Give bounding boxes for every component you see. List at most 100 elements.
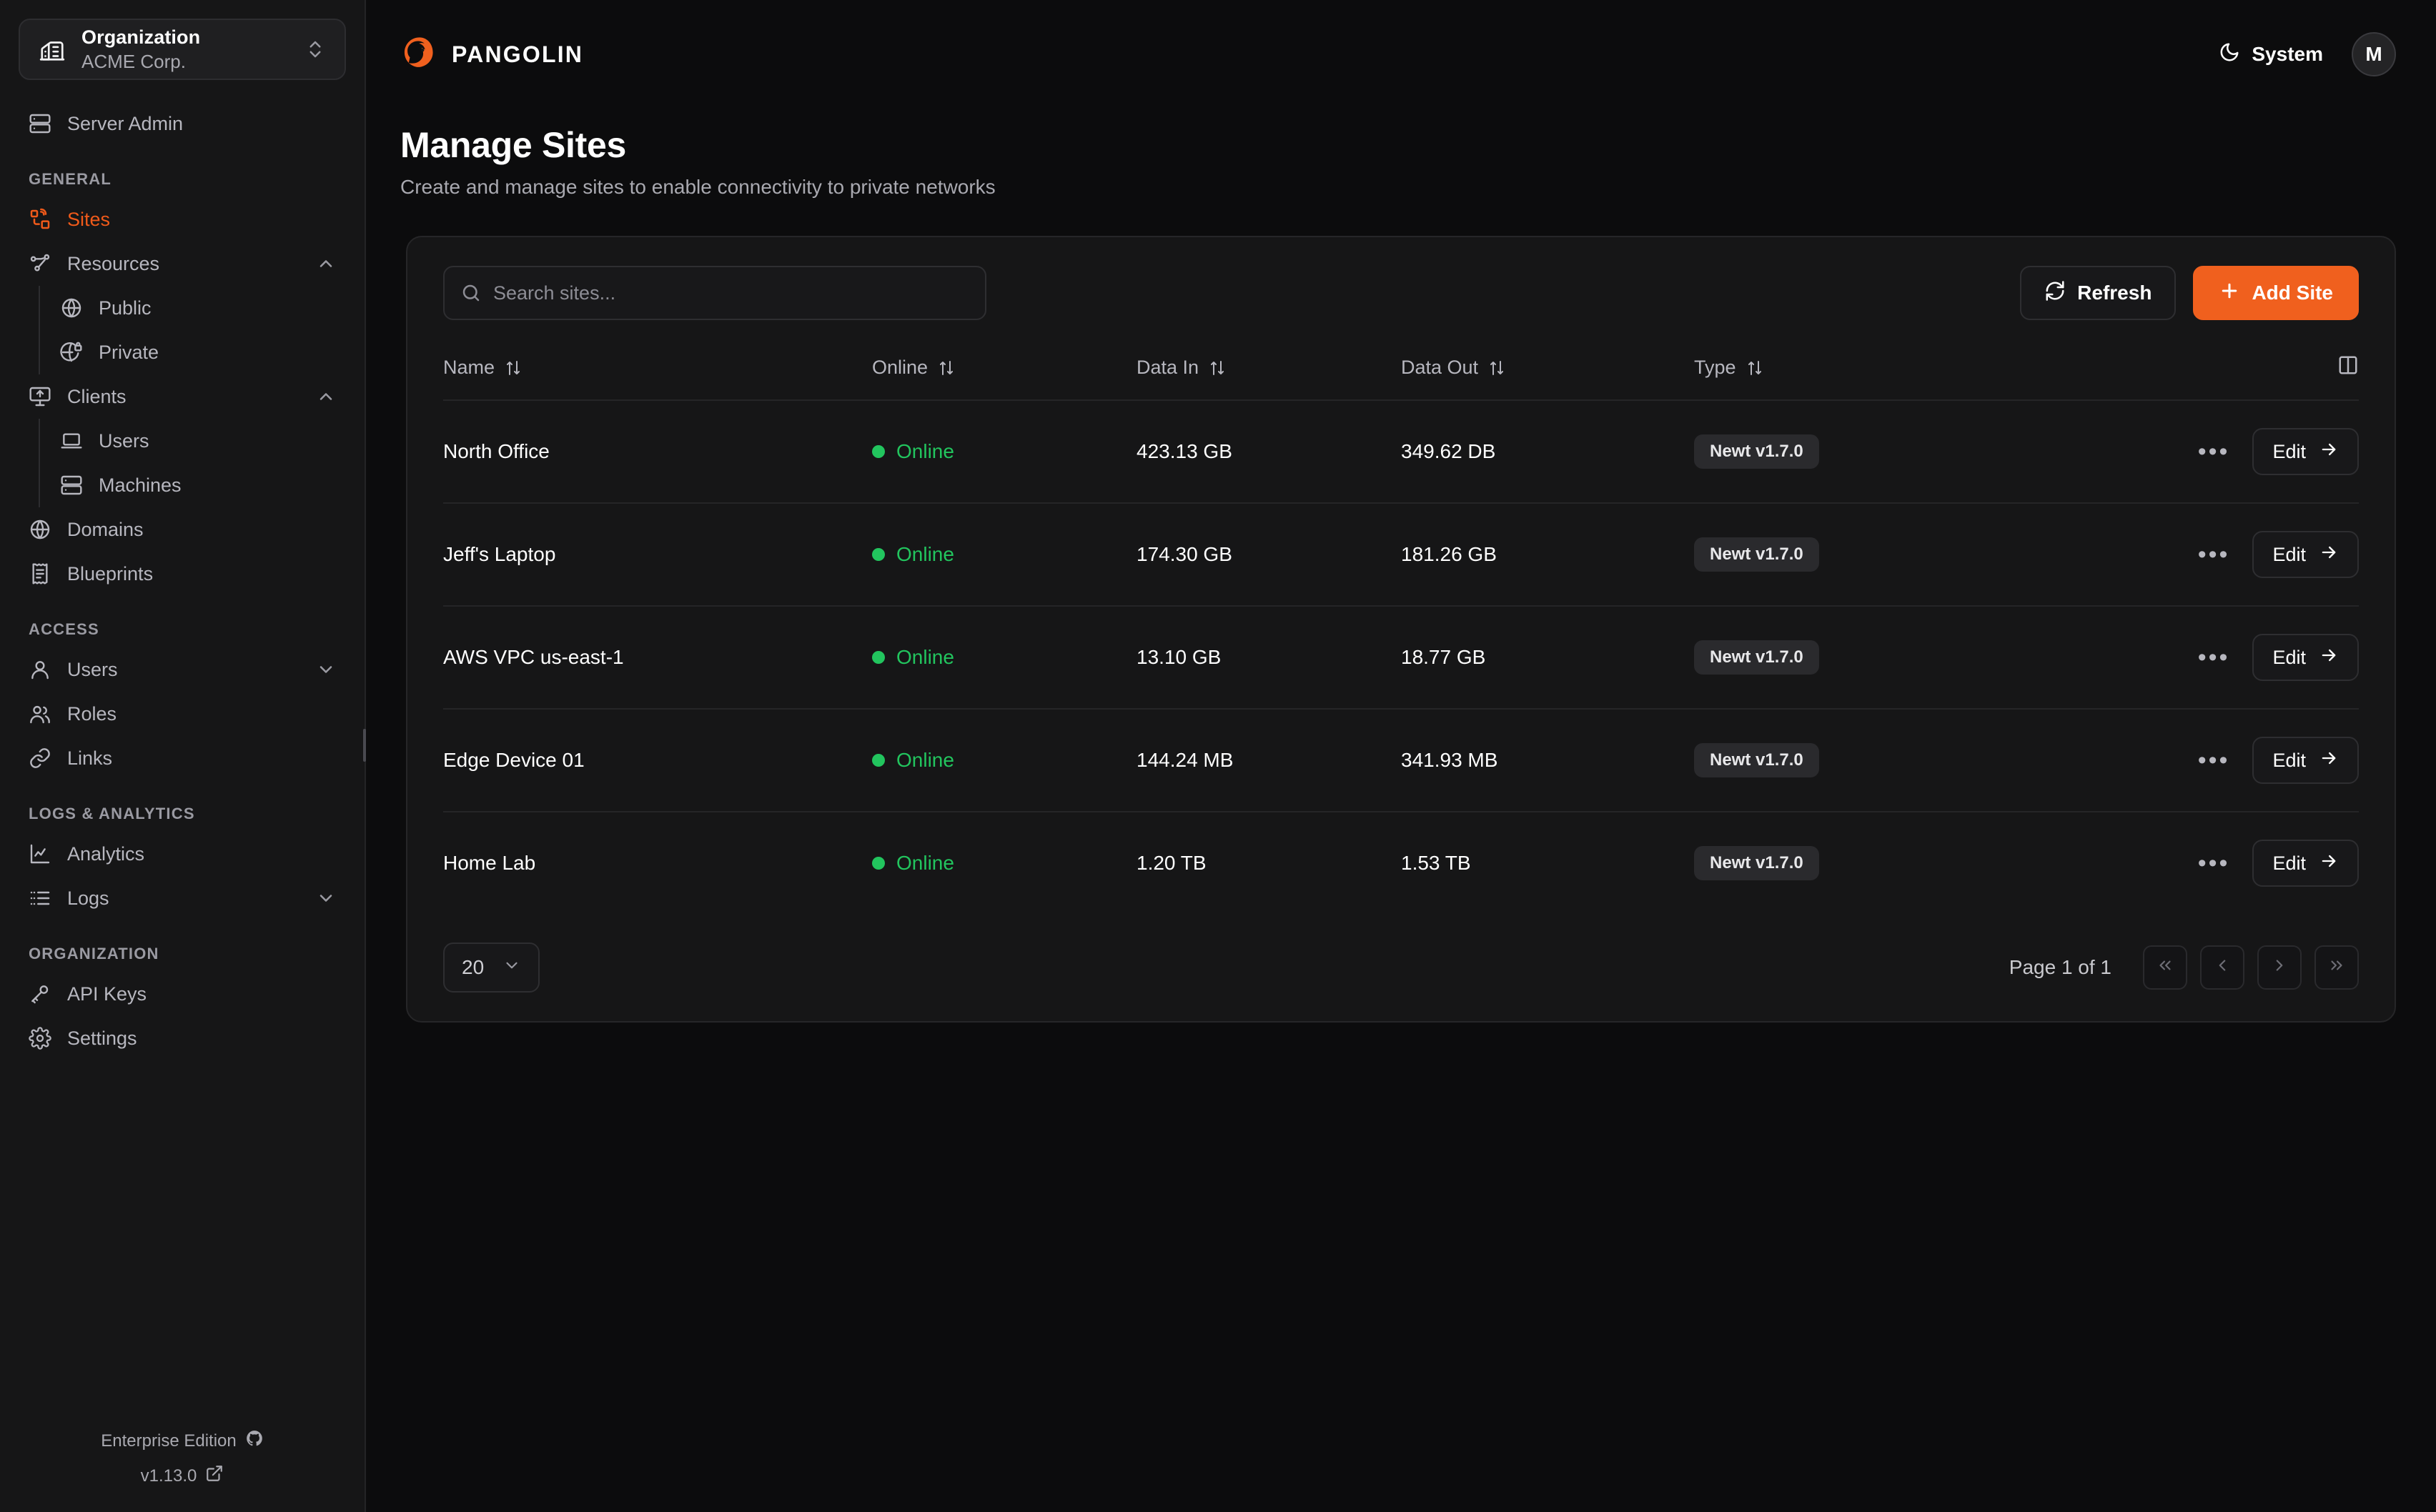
chevron-up-icon[interactable] xyxy=(316,387,336,407)
edit-label: Edit xyxy=(2272,440,2306,462)
moon-icon xyxy=(2219,41,2240,68)
edition-link[interactable]: Enterprise Edition xyxy=(101,1429,263,1453)
sidebar-item-label: Domains xyxy=(67,518,144,540)
sidebar-item-links[interactable]: Links xyxy=(19,736,346,780)
column-header-name: Name xyxy=(443,344,872,400)
sort-data-out-button[interactable]: Data Out xyxy=(1401,357,1505,379)
cell-actions: ••• Edit xyxy=(2066,503,2359,606)
sidebar-item-domains[interactable]: Domains xyxy=(19,507,346,552)
chevron-down-icon[interactable] xyxy=(316,888,336,908)
row-actions: ••• Edit xyxy=(2066,840,2359,887)
prev-page-button[interactable] xyxy=(2200,945,2244,990)
pagination-buttons xyxy=(2143,945,2359,990)
cell-name: AWS VPC us-east-1 xyxy=(443,646,624,668)
column-label: Online xyxy=(872,357,929,378)
table-row[interactable]: Edge Device 01 Online 144.24 MB 341.93 M… xyxy=(443,709,2359,812)
sidebar-item-server-admin[interactable]: Server Admin xyxy=(19,101,346,146)
table-row[interactable]: Home Lab Online 1.20 TB 1.53 TB Newt v1.… xyxy=(443,812,2359,914)
sidebar-section-logs-analytics: LOGS & ANALYTICS xyxy=(29,805,195,822)
refresh-label: Refresh xyxy=(2077,282,2152,304)
type-badge: Newt v1.7.0 xyxy=(1694,434,1819,469)
refresh-button[interactable]: Refresh xyxy=(2020,266,2177,320)
sidebar-item-users[interactable]: Users xyxy=(19,647,346,692)
chevron-left-icon xyxy=(2213,956,2232,980)
ellipsis-icon[interactable]: ••• xyxy=(2197,747,2230,774)
sidebar-item-label: Private xyxy=(99,341,159,363)
sidebar-item-settings[interactable]: Settings xyxy=(19,1016,346,1060)
theme-toggle[interactable]: System xyxy=(2219,41,2323,68)
status-badge: Online xyxy=(872,852,954,875)
status-badge: Online xyxy=(872,749,954,772)
ellipsis-icon[interactable]: ••• xyxy=(2197,850,2230,877)
sidebar-item-blueprints[interactable]: Blueprints xyxy=(19,552,346,596)
cell-type: Newt v1.7.0 xyxy=(1694,606,2066,709)
ellipsis-icon[interactable]: ••• xyxy=(2197,541,2230,568)
brand[interactable]: PANGOLIN xyxy=(400,35,583,74)
sidebar-item-private[interactable]: Private xyxy=(43,330,346,374)
sidebar-item-label: Links xyxy=(67,747,113,769)
edit-button[interactable]: Edit xyxy=(2252,531,2359,578)
edit-button[interactable]: Edit xyxy=(2252,634,2359,681)
table-row[interactable]: Jeff's Laptop Online 174.30 GB 181.26 GB… xyxy=(443,503,2359,606)
last-page-button[interactable] xyxy=(2314,945,2359,990)
chevron-up-icon[interactable] xyxy=(316,254,336,274)
columns-panel-icon[interactable] xyxy=(2337,354,2359,376)
page-size-select[interactable]: 20 xyxy=(443,942,540,993)
sites-icon xyxy=(29,208,51,231)
sidebar-item-roles[interactable]: Roles xyxy=(19,692,346,736)
sidebar-nav: Server Admin GENERAL Sites xyxy=(0,101,365,1060)
sort-online-button[interactable]: Online xyxy=(872,357,955,379)
sidebar-item-analytics[interactable]: Analytics xyxy=(19,832,346,876)
globe-lock-icon xyxy=(60,341,83,364)
cell-actions: ••• Edit xyxy=(2066,812,2359,914)
edit-button[interactable]: Edit xyxy=(2252,840,2359,887)
chevron-down-icon[interactable] xyxy=(316,660,336,680)
sidebar-item-clients[interactable]: Clients xyxy=(19,374,346,419)
search-icon xyxy=(460,282,482,304)
key-icon xyxy=(29,983,51,1005)
table-row[interactable]: AWS VPC us-east-1 Online 13.10 GB 18.77 … xyxy=(443,606,2359,709)
ellipsis-icon[interactable]: ••• xyxy=(2197,644,2230,671)
next-page-button[interactable] xyxy=(2257,945,2302,990)
cell-actions: ••• Edit xyxy=(2066,709,2359,812)
avatar[interactable]: M xyxy=(2352,32,2396,76)
cell-data-out: 349.62 DB xyxy=(1401,440,1496,462)
edit-button[interactable]: Edit xyxy=(2252,737,2359,784)
cell-name: Jeff's Laptop xyxy=(443,543,556,565)
page-title: Manage Sites xyxy=(400,125,626,165)
sidebar: Organization ACME Corp. Server Admin xyxy=(0,0,366,1512)
sidebar-item-label: Server Admin xyxy=(67,112,184,134)
sidebar-item-users-clients[interactable]: Users xyxy=(43,419,346,463)
sort-name-button[interactable]: Name xyxy=(443,357,522,379)
sidebar-item-logs[interactable]: Logs xyxy=(19,876,346,920)
org-switcher[interactable]: Organization ACME Corp. xyxy=(19,19,346,80)
first-page-button[interactable] xyxy=(2143,945,2187,990)
sidebar-scrollbar[interactable] xyxy=(363,729,366,762)
main-content: PANGOLIN System M Manage Sites Create an… xyxy=(366,0,2436,1512)
sidebar-item-api-keys[interactable]: API Keys xyxy=(19,972,346,1016)
table-row[interactable]: North Office Online 423.13 GB 349.62 DB … xyxy=(443,400,2359,503)
version-link[interactable]: v1.13.0 xyxy=(141,1464,224,1488)
sort-type-button[interactable]: Type xyxy=(1694,357,1763,379)
version-label: v1.13.0 xyxy=(140,1466,197,1486)
ellipsis-icon[interactable]: ••• xyxy=(2197,438,2230,465)
cell-data-out: 18.77 GB xyxy=(1401,646,1486,668)
sidebar-item-machines[interactable]: Machines xyxy=(43,463,346,507)
monitor-up-icon xyxy=(29,385,51,408)
sites-card: Refresh Add Site Name xyxy=(406,236,2396,1023)
sort-data-in-button[interactable]: Data In xyxy=(1137,357,1226,379)
sidebar-item-resources[interactable]: Resources xyxy=(19,242,346,286)
sidebar-item-public[interactable]: Public xyxy=(43,286,346,330)
add-site-button[interactable]: Add Site xyxy=(2193,266,2359,320)
users-icon xyxy=(29,702,51,725)
sort-arrows-icon xyxy=(1209,359,1226,377)
arrow-right-icon xyxy=(2319,439,2339,464)
column-header-online: Online xyxy=(872,344,1137,400)
chevrons-left-icon xyxy=(2156,956,2174,980)
edit-button[interactable]: Edit xyxy=(2252,428,2359,475)
search-input[interactable] xyxy=(443,266,986,320)
edit-label: Edit xyxy=(2272,646,2306,668)
sidebar-item-label: Roles xyxy=(67,702,117,725)
cell-name: North Office xyxy=(443,440,550,462)
sidebar-item-sites[interactable]: Sites xyxy=(19,197,346,242)
